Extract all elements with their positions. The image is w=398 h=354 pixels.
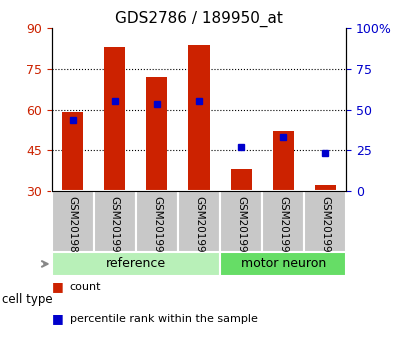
Bar (52, 252, 220, 276)
Text: GSM201991: GSM201991 (152, 196, 162, 259)
Bar (273, 131, 294, 191)
Text: ■: ■ (52, 312, 64, 325)
Text: GSM201993: GSM201993 (236, 196, 246, 259)
Text: reference: reference (106, 257, 166, 270)
Text: GSM201989: GSM201989 (68, 196, 78, 259)
Bar (189, 45, 209, 191)
Bar (136, 191, 178, 252)
Text: GSM201990: GSM201990 (110, 196, 120, 259)
Text: GSM201992: GSM201992 (194, 196, 204, 259)
Bar (220, 252, 346, 276)
Bar (262, 191, 304, 252)
Text: ■: ■ (52, 280, 64, 293)
Title: GDS2786 / 189950_at: GDS2786 / 189950_at (115, 11, 283, 27)
Text: motor neuron: motor neuron (240, 257, 326, 270)
Text: GSM201995: GSM201995 (320, 196, 330, 259)
Bar (230, 169, 252, 191)
Bar (104, 47, 125, 191)
Bar (62, 112, 83, 191)
Bar (315, 185, 336, 191)
Text: cell type: cell type (2, 293, 53, 306)
Bar (220, 191, 262, 252)
Text: GSM201994: GSM201994 (278, 196, 288, 259)
Text: count: count (70, 282, 101, 292)
Bar (94, 191, 136, 252)
Bar (304, 191, 346, 252)
Bar (146, 77, 168, 191)
Text: percentile rank within the sample: percentile rank within the sample (70, 314, 258, 324)
Bar (52, 191, 94, 252)
Bar (178, 191, 220, 252)
